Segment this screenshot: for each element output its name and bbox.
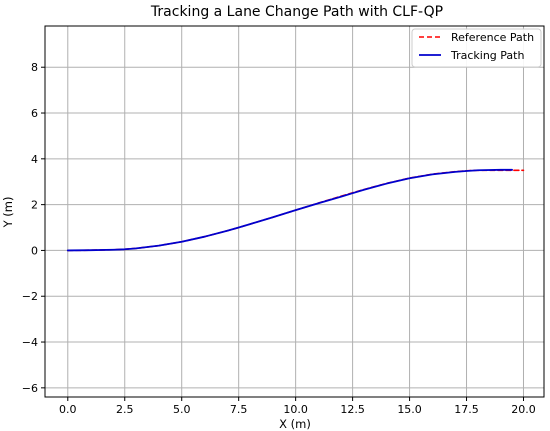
y-tick-label: 4 [31, 153, 38, 166]
legend-label-reference: Reference Path [451, 31, 534, 44]
series-layer [66, 168, 525, 252]
legend: Reference Path Tracking Path [411, 28, 542, 68]
y-tick-label: −4 [22, 336, 38, 349]
y-axis-label: Y (m) [1, 197, 15, 229]
y-tick-label: −6 [22, 382, 38, 395]
x-axis-label: X (m) [279, 417, 311, 431]
y-tick-label: 6 [31, 107, 38, 120]
x-axis: 0.0 2.5 5.0 7.5 10.0 12.5 15.0 17.5 20.0 [59, 397, 536, 416]
plot-frame [44, 25, 545, 398]
x-tick-label: 7.5 [230, 403, 248, 416]
legend-label-tracking: Tracking Path [450, 49, 524, 62]
x-tick-label: 12.5 [340, 403, 365, 416]
x-tick-label: 15.0 [397, 403, 422, 416]
x-tick-label: 10.0 [283, 403, 308, 416]
x-tick-label: 20.0 [511, 403, 536, 416]
x-tick-label: 17.5 [454, 403, 479, 416]
y-axis: −6 −4 −2 0 2 4 6 8 [22, 61, 45, 395]
y-tick-label: 8 [31, 61, 38, 74]
x-tick-label: 2.5 [116, 403, 134, 416]
grid [45, 26, 544, 397]
series-line-tracking-path [66, 168, 513, 252]
chart-title: Tracking a Lane Change Path with CLF-QP [150, 4, 443, 20]
y-tick-label: −2 [22, 290, 38, 303]
legend-box [411, 28, 542, 68]
y-tick-label: 2 [31, 199, 38, 212]
x-tick-label: 0.0 [59, 403, 77, 416]
x-tick-label: 5.0 [173, 403, 191, 416]
y-tick-label: 0 [31, 244, 38, 257]
